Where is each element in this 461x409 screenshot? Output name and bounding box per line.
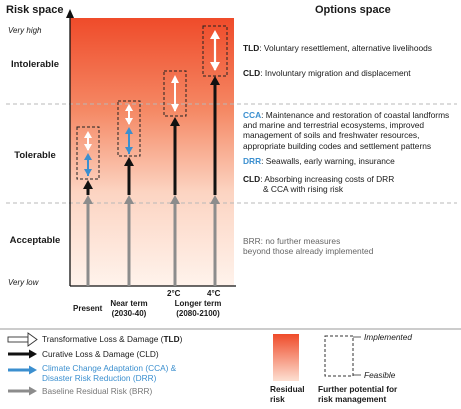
- tld-arrowhead-down: [125, 118, 133, 125]
- legend-cca-label: Climate Change Adaptation (CCA) & Disast…: [42, 363, 177, 383]
- x-label-near-term: Near term: [110, 299, 148, 308]
- cld-arrowhead: [170, 117, 180, 126]
- legend-residual-risk-swatch: [273, 334, 299, 381]
- management-potential-box: [117, 100, 141, 157]
- brr-arrowhead: [124, 195, 134, 204]
- option-cca: CCA: Maintenance and restoration of coas…: [243, 110, 450, 151]
- cca-arrowhead-up: [125, 127, 133, 134]
- brr-arrowhead: [83, 195, 93, 204]
- x-label-four-degrees: 4°C: [207, 289, 221, 298]
- tld-arrowhead-up: [210, 30, 220, 39]
- tld-arrowhead-up: [84, 131, 92, 138]
- bar-near-term: [117, 100, 141, 286]
- legend-implemented-feasible-box: [324, 335, 354, 377]
- option-drr: DRR: Seawalls, early warning, insurance: [243, 156, 395, 166]
- cld-arrowhead: [210, 76, 220, 85]
- management-potential-box: [163, 70, 187, 117]
- legend-cld-label: Curative Loss & Damage (CLD): [42, 349, 159, 359]
- bar-two-degrees: [163, 70, 187, 286]
- zone-label-intolerable: Intolerable: [10, 59, 60, 70]
- zone-label-tolerable: Tolerable: [14, 150, 56, 161]
- brr-arrowhead: [210, 195, 220, 204]
- cld-arrowhead: [124, 157, 134, 166]
- tld-arrowhead-up: [171, 75, 179, 83]
- options-space-header: Options space: [315, 4, 391, 16]
- tld-arrowhead-down: [210, 62, 220, 71]
- cld-arrowhead: [83, 180, 93, 189]
- bar-present: [76, 126, 100, 286]
- risk-axis-arrowhead: [66, 9, 74, 18]
- legend-cca-symbol: [8, 365, 37, 375]
- zone-label-acceptable: Acceptable: [9, 235, 61, 246]
- cca-arrowhead-up: [84, 153, 92, 160]
- legend-residual-risk-label: Residual risk: [270, 384, 305, 404]
- legend-further-potential-label: Further potential for risk management: [318, 384, 398, 404]
- legend-implemented-label: Implemented: [364, 332, 412, 342]
- option-cld-tolerable: CLD: Absorbing increasing costs of DRR &…: [243, 174, 395, 195]
- axis-label-very-low: Very low: [8, 278, 39, 287]
- management-potential-box: [76, 126, 100, 180]
- option-brr: BRR: no further measures beyond those al…: [243, 236, 374, 257]
- tld-arrowhead-down: [171, 104, 179, 112]
- tld-arrowhead-down: [84, 144, 92, 151]
- x-label-longer-term-years: (2080-2100): [176, 309, 220, 318]
- x-label-near-term-years: (2030-40): [111, 309, 147, 318]
- legend-tld-symbol: [7, 332, 38, 347]
- legend-brr-label: Baseline Residual Risk (BRR): [42, 386, 153, 396]
- legend-tld-label: Transformative Loss & Damage (TLD): [42, 334, 183, 344]
- x-label-present: Present: [73, 304, 103, 313]
- brr-arrowhead: [170, 195, 180, 204]
- axis-label-very-high: Very high: [8, 26, 42, 35]
- legend-cld-symbol: [8, 349, 37, 359]
- risk-gradient-area: [70, 18, 234, 286]
- cca-arrowhead-down: [125, 147, 133, 154]
- risk-space-header: Risk space: [6, 4, 64, 16]
- legend-feasible-label: Feasible: [364, 370, 396, 380]
- cca-arrowhead-down: [84, 169, 92, 176]
- bar-four-degrees: [202, 25, 228, 286]
- tld-arrowhead-up: [125, 104, 133, 111]
- management-potential-box: [202, 25, 228, 77]
- option-tld: TLD: Voluntary resettlement, alternative…: [243, 43, 432, 53]
- option-cld: CLD: Involuntary migration and displacem…: [243, 68, 411, 78]
- x-label-longer-term: Longer term: [174, 299, 222, 308]
- x-label-two-degrees: 2°C: [167, 289, 181, 298]
- legend-brr-symbol: [8, 386, 37, 396]
